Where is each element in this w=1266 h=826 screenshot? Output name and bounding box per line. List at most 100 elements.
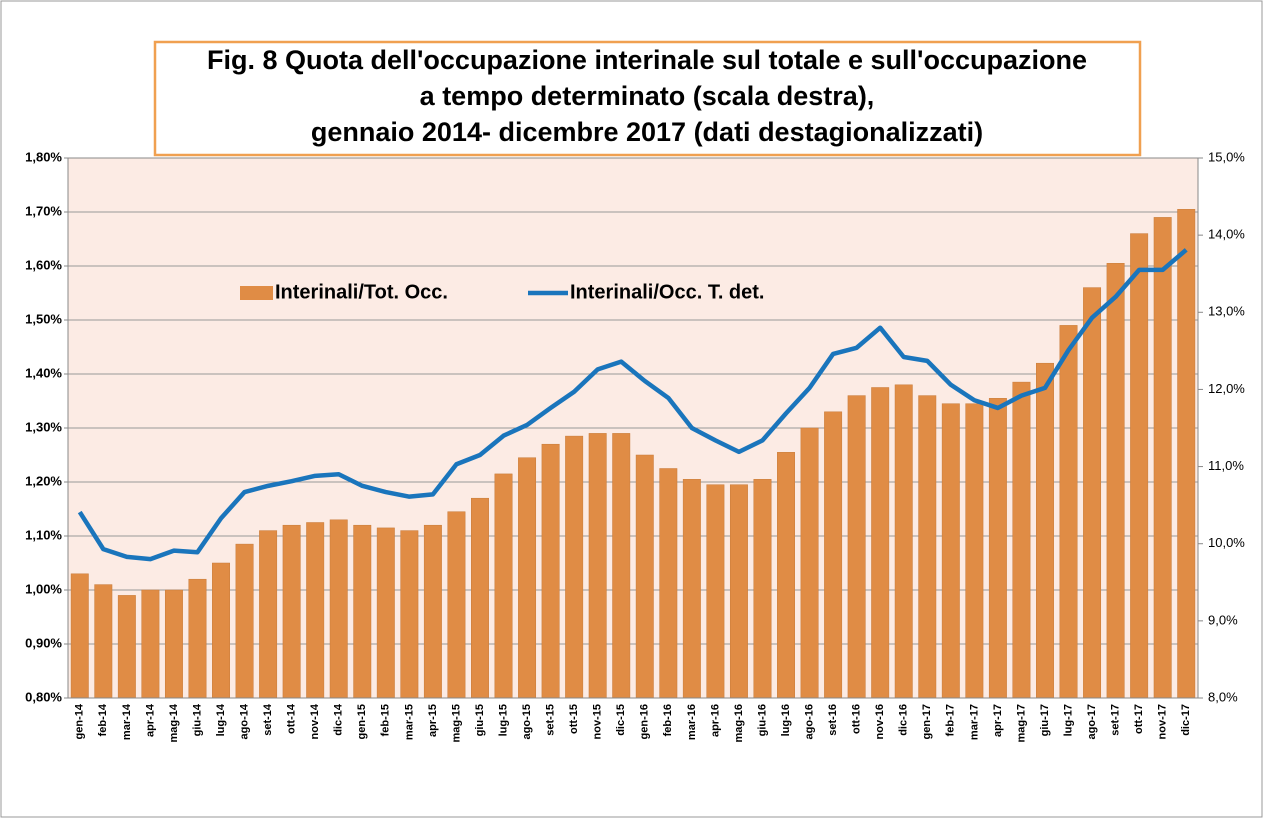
bar	[1059, 325, 1078, 699]
x-tick-label: dic-15	[615, 704, 627, 736]
bar	[70, 573, 89, 699]
bar	[164, 589, 183, 699]
y2-tick-label: 10,0%	[1208, 535, 1245, 550]
marks	[70, 209, 1196, 699]
bar	[541, 443, 560, 699]
bar	[1106, 263, 1125, 699]
y2-tick-label: 15,0%	[1208, 149, 1245, 164]
bar	[659, 468, 678, 699]
x-tick-label: ott-17	[1133, 704, 1145, 734]
x-tick-label: gen-15	[356, 704, 368, 739]
y2-tick-label: 14,0%	[1208, 227, 1245, 242]
x-tick-label: giu-16	[756, 704, 768, 736]
y2-tick-label: 12,0%	[1208, 381, 1245, 396]
x-tick-label: mag-17	[1015, 704, 1027, 743]
bar	[941, 403, 960, 699]
bar	[800, 427, 819, 699]
bar	[565, 435, 584, 699]
bar	[871, 387, 890, 699]
y-tick-label: 0,80%	[25, 689, 62, 704]
x-tick-label: dic-14	[333, 703, 345, 736]
x-tick-label: lug-17	[1062, 704, 1074, 736]
bar	[1153, 217, 1172, 699]
bar	[588, 433, 607, 699]
x-tick-label: mar-15	[403, 704, 415, 740]
bar	[376, 527, 395, 699]
x-tick-label: ago-17	[1086, 704, 1098, 739]
x-tick-label: lug-14	[215, 703, 227, 736]
bar	[235, 543, 254, 699]
x-tick-label: ago-15	[521, 704, 533, 739]
bar	[682, 479, 701, 699]
bar	[141, 589, 160, 699]
x-tick-label: dic-16	[898, 704, 910, 736]
y-tick-label: 1,60%	[25, 257, 62, 272]
x-tick-label: mag-15	[450, 704, 462, 743]
x-tick-label: feb-16	[662, 704, 674, 736]
bar	[471, 497, 489, 699]
bar	[777, 452, 795, 699]
y2-tick-label: 9,0%	[1208, 612, 1238, 627]
bar	[988, 398, 1007, 699]
line	[77, 248, 1188, 562]
x-tick-label: apr-16	[709, 704, 721, 737]
legend-swatch	[240, 286, 273, 300]
x-tick-label: giu-15	[474, 704, 486, 736]
y-tick-label: 1,10%	[25, 527, 62, 542]
bar	[1177, 209, 1196, 699]
y2-tick-label: 8,0%	[1208, 689, 1238, 704]
y-tick-label: 1,80%	[25, 149, 62, 164]
x-tick-label: dic-17	[1180, 704, 1192, 736]
x-tick-label: gen-17	[921, 704, 933, 739]
x-tick-label: apr-15	[427, 704, 439, 737]
x-tick-label: ott-15	[568, 704, 580, 734]
x-tick-label: gen-16	[639, 704, 651, 739]
bar	[306, 522, 325, 699]
x-tick-label: nov-14	[309, 703, 321, 739]
bar	[635, 454, 654, 699]
bar	[729, 484, 748, 699]
y2-tick-label: 13,0%	[1208, 304, 1245, 319]
x-tick-label: apr-14	[144, 703, 156, 737]
chart-title: gennaio 2014- dicembre 2017 (dati destag…	[311, 117, 983, 147]
bar	[918, 395, 937, 699]
legend-label: Interinali/Tot. Occ.	[275, 281, 448, 303]
legend-label: Interinali/Occ. T. det.	[570, 281, 765, 303]
bar	[117, 595, 136, 699]
bar	[1130, 233, 1149, 699]
title-box	[153, 40, 1142, 157]
x-tick-label: giu-17	[1039, 704, 1051, 736]
x-tick-label: giu-14	[191, 703, 203, 736]
x-tick-label: mar-16	[686, 704, 698, 740]
y-tick-label: 1,70%	[25, 203, 62, 218]
x-tick-label: ott-14	[286, 703, 298, 734]
y-tick-label: 1,30%	[25, 419, 62, 434]
bar	[353, 524, 372, 699]
y-tick-label: 1,20%	[25, 473, 62, 488]
x-tick-label: lug-16	[780, 704, 792, 736]
chart-title: Fig. 8 Quota dell'occupazione interinale…	[207, 45, 1087, 75]
x-tick-label: apr-17	[992, 704, 1004, 737]
bar	[1083, 287, 1102, 699]
bar	[447, 511, 466, 699]
bar	[706, 484, 725, 699]
bar	[518, 457, 537, 699]
x-tick-label: set-14	[262, 703, 274, 736]
y-tick-label: 1,00%	[25, 581, 62, 596]
bar	[965, 403, 984, 699]
bar	[494, 473, 513, 699]
x-tick-label: set-17	[1110, 704, 1122, 736]
chart-title: a tempo determinato (scala destra),	[420, 81, 875, 111]
x-tick-label: gen-14	[74, 703, 86, 739]
y-tick-label: 1,50%	[25, 311, 62, 326]
x-tick-label: ott-16	[851, 704, 863, 734]
x-tick-label: ago-16	[803, 704, 815, 739]
bar	[188, 578, 207, 699]
bar	[612, 433, 631, 699]
x-tick-label: ago-14	[238, 703, 250, 739]
x-tick-label: mar-17	[968, 704, 980, 740]
x-tick-label: set-16	[827, 704, 839, 736]
x-tick-label: nov-16	[874, 704, 886, 739]
bar	[423, 524, 442, 699]
